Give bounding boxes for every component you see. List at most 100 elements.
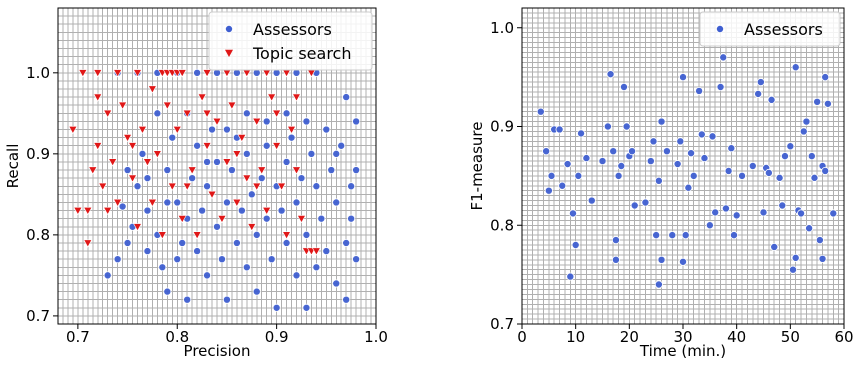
- data-point: [147, 85, 157, 94]
- data-point: [780, 152, 789, 161]
- series-topic-search: [68, 69, 321, 256]
- data-point: [123, 166, 132, 175]
- data-point: [78, 69, 88, 78]
- data-point: [282, 157, 291, 166]
- data-point: [173, 198, 182, 207]
- data-point: [123, 238, 132, 247]
- series-assessors: [103, 68, 361, 312]
- data-point: [118, 202, 127, 211]
- data-point: [611, 255, 620, 264]
- data-point: [137, 126, 147, 135]
- data-point: [347, 182, 356, 191]
- data-point: [198, 206, 207, 215]
- data-point: [311, 247, 321, 256]
- data-point: [227, 101, 237, 110]
- x-axis-label: Precision: [184, 342, 251, 360]
- data-point: [649, 137, 658, 146]
- data-point: [821, 73, 830, 82]
- data-point: [322, 247, 331, 256]
- data-point: [654, 176, 663, 185]
- data-point: [716, 83, 725, 92]
- legend-label: Topic search: [252, 44, 351, 63]
- data-point: [778, 201, 787, 210]
- data-point: [113, 69, 123, 78]
- data-point: [296, 215, 306, 224]
- data-point: [332, 198, 341, 207]
- legend-marker: [225, 49, 233, 57]
- data-point: [791, 63, 800, 72]
- data-point: [98, 182, 108, 191]
- data-point: [202, 69, 212, 78]
- data-point: [142, 158, 152, 167]
- data-point: [262, 141, 271, 150]
- data-point: [657, 255, 666, 264]
- legend-frame: [208, 11, 373, 71]
- y-tick-label: 0.8: [26, 226, 50, 244]
- x-axis-label: Time (min.): [639, 342, 726, 360]
- data-point: [222, 295, 231, 304]
- data-point: [182, 109, 192, 118]
- data-point: [282, 231, 292, 240]
- data-point: [152, 150, 162, 159]
- data-point: [73, 207, 83, 216]
- data-point: [202, 109, 212, 118]
- data-point: [192, 231, 202, 240]
- data-point: [172, 126, 182, 135]
- data-point: [764, 168, 773, 177]
- data-point: [705, 221, 714, 230]
- data-point: [823, 99, 832, 108]
- legend: Assessors: [699, 11, 841, 47]
- data-point: [587, 196, 596, 205]
- data-point: [267, 255, 276, 264]
- legend-label: Assessors: [253, 20, 332, 39]
- data-point: [227, 166, 236, 175]
- data-point: [132, 69, 143, 78]
- data-point: [247, 190, 256, 199]
- data-point: [312, 263, 321, 272]
- data-point: [257, 174, 266, 183]
- data-point: [679, 257, 688, 266]
- data-point: [582, 154, 591, 163]
- y-tick-label: 1.0: [490, 19, 514, 37]
- data-point: [143, 247, 152, 256]
- data-point: [574, 171, 583, 180]
- data-point: [799, 127, 808, 136]
- data-point: [88, 166, 98, 175]
- data-point: [719, 53, 728, 62]
- data-point: [302, 303, 311, 312]
- data-point: [83, 207, 93, 216]
- data-point: [654, 280, 663, 289]
- data-point: [128, 174, 138, 183]
- data-point: [222, 125, 231, 134]
- data-point: [342, 93, 351, 102]
- data-point: [247, 223, 257, 232]
- data-point: [542, 147, 551, 156]
- data-point: [163, 198, 172, 207]
- data-point: [222, 158, 232, 167]
- data-point: [103, 271, 112, 280]
- data-point: [177, 69, 187, 78]
- data-point: [646, 157, 655, 166]
- data-point: [571, 240, 580, 249]
- data-point: [252, 117, 262, 127]
- data-point: [282, 109, 291, 118]
- data-point: [163, 166, 172, 175]
- data-point: [158, 263, 167, 272]
- data-point: [829, 209, 838, 218]
- x-tick-label: 0.7: [66, 328, 90, 346]
- data-point: [257, 166, 267, 175]
- x-tick-label: 10: [566, 328, 585, 346]
- data-point: [217, 255, 226, 264]
- data-point: [603, 122, 612, 131]
- data-point: [547, 171, 556, 180]
- data-point: [262, 214, 271, 223]
- data-point: [563, 160, 572, 169]
- data-point: [317, 214, 326, 223]
- data-point: [748, 161, 757, 170]
- data-point: [208, 125, 217, 134]
- data-point: [598, 157, 607, 166]
- data-point: [178, 238, 187, 247]
- data-point: [252, 182, 262, 191]
